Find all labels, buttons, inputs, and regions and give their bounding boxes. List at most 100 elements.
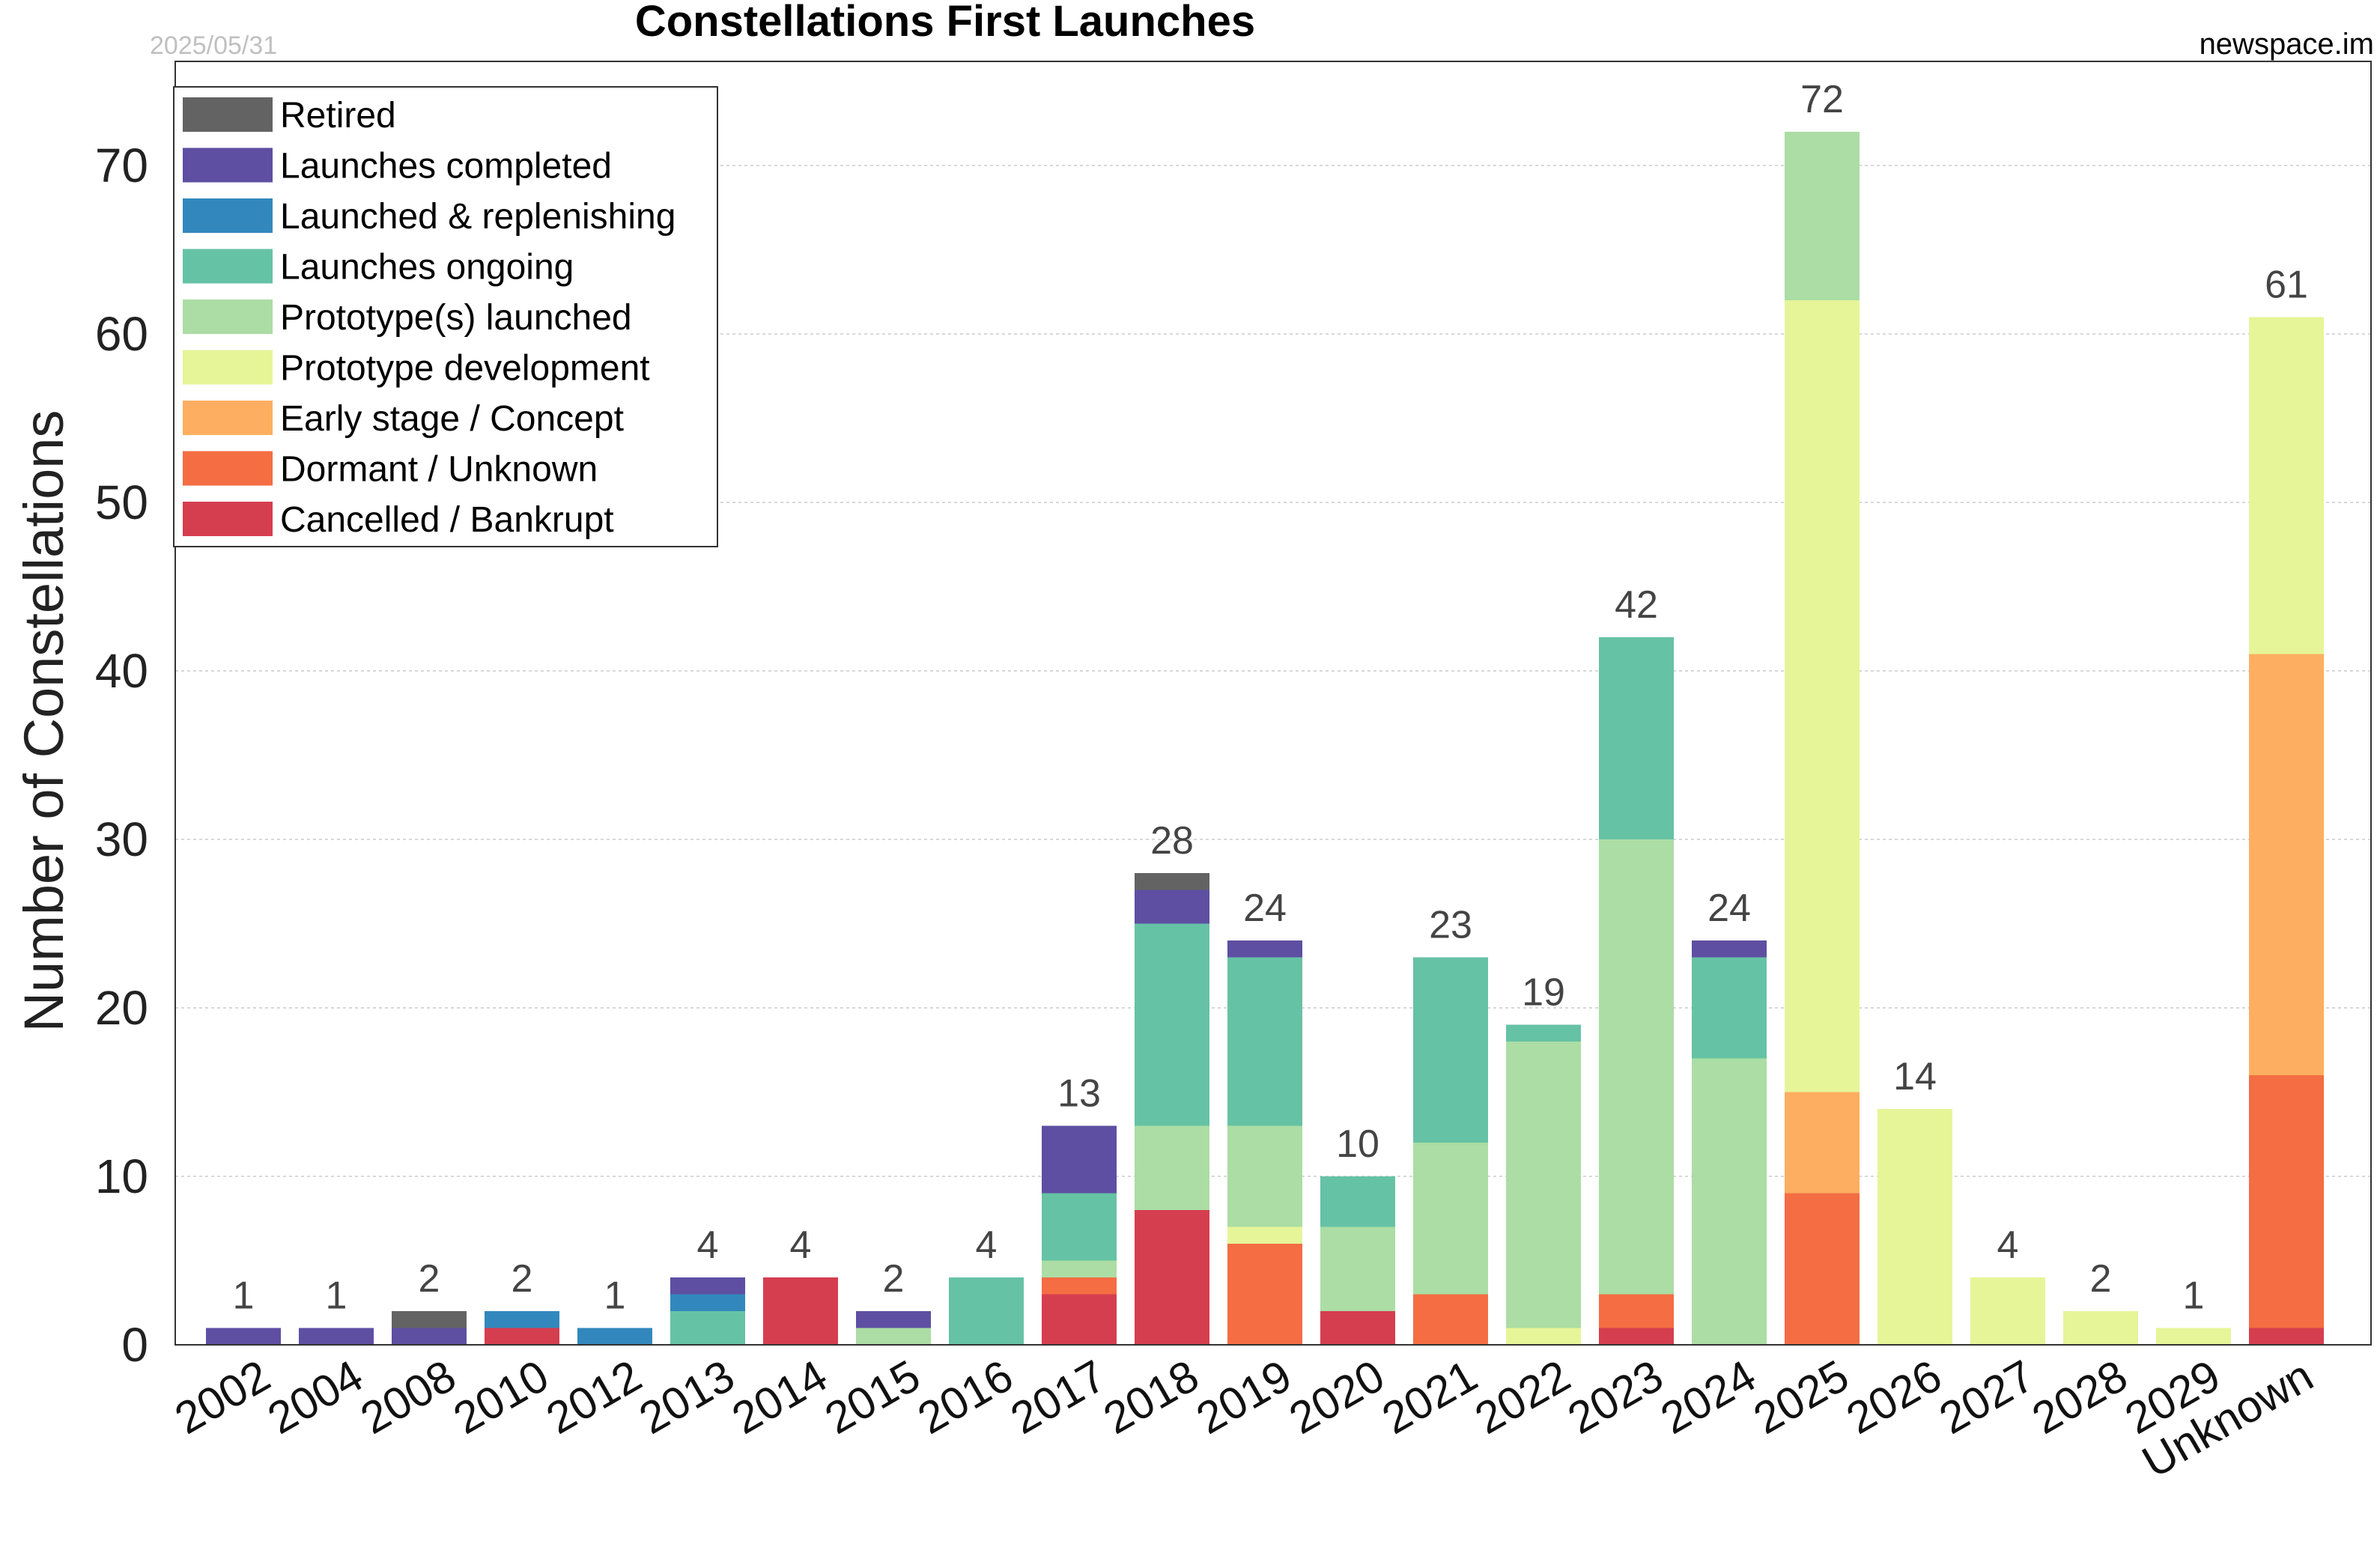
bar-total-label: 4 xyxy=(1997,1224,2019,1267)
bar-segment xyxy=(1135,923,1209,1126)
bar-segment xyxy=(2063,1311,2138,1345)
bar-segment xyxy=(2249,1328,2324,1345)
bar-segment xyxy=(763,1277,838,1345)
bar-segment xyxy=(1599,1294,1674,1328)
chart-source: newspace.im xyxy=(2200,28,2374,61)
legend-swatch xyxy=(183,451,273,486)
bar-segment xyxy=(1506,1024,1581,1042)
bar-segment xyxy=(577,1328,652,1345)
bar-segment xyxy=(1785,1092,1860,1194)
legend-swatch xyxy=(183,350,273,385)
legend-label: Dormant / Unknown xyxy=(280,450,598,490)
legend-label: Launches ongoing xyxy=(280,248,574,288)
x-tick-label: 2021 xyxy=(1373,1350,1485,1444)
y-tick-label: 60 xyxy=(95,307,148,361)
bar-total-label: 23 xyxy=(1429,904,1472,947)
x-tick-label: 2024 xyxy=(1652,1350,1764,1444)
bar-segment xyxy=(392,1311,467,1328)
bar-segment xyxy=(206,1328,281,1345)
x-tick-label: 2023 xyxy=(1559,1350,1671,1444)
bar-segment xyxy=(1042,1125,1117,1194)
bar-total-label: 1 xyxy=(2183,1274,2205,1318)
y-tick-label: 70 xyxy=(95,139,148,192)
legend-label: Cancelled / Bankrupt xyxy=(280,500,614,540)
x-tick-label: 2028 xyxy=(2024,1350,2135,1444)
bar-total-label: 2 xyxy=(883,1257,905,1301)
bar-segment xyxy=(1227,940,1302,958)
x-tick-label: 2027 xyxy=(1931,1350,2042,1444)
bar-segment xyxy=(1599,637,1674,839)
legend-swatch xyxy=(183,97,273,132)
y-tick-label: 30 xyxy=(95,812,148,866)
bar-segment xyxy=(1413,957,1488,1143)
bar-segment xyxy=(1227,957,1302,1126)
bar-segment xyxy=(2249,317,2324,654)
y-tick-label: 0 xyxy=(121,1318,148,1372)
bar-segment xyxy=(485,1328,559,1345)
bar-segment xyxy=(670,1311,745,1345)
y-tick-label: 20 xyxy=(95,981,148,1035)
x-tick-label: 2016 xyxy=(909,1350,1021,1444)
bar-total-label: 13 xyxy=(1057,1072,1101,1116)
bar-segment xyxy=(1135,1125,1209,1210)
bar-segment xyxy=(1042,1260,1117,1277)
legend-swatch xyxy=(183,300,273,334)
bar-segment xyxy=(1413,1143,1488,1295)
bar-total-label: 28 xyxy=(1150,819,1194,863)
legend-label: Retired xyxy=(280,96,396,136)
x-tick-label: 2020 xyxy=(1281,1350,1392,1444)
legend-swatch xyxy=(183,401,273,435)
bar-total-label: 72 xyxy=(1800,78,1844,121)
y-tick-label: 10 xyxy=(95,1149,148,1203)
bar-segment xyxy=(299,1328,374,1345)
bar-segment xyxy=(1692,940,1767,958)
bar-total-label: 42 xyxy=(1615,583,1658,627)
x-tick-label: 2025 xyxy=(1745,1350,1857,1444)
bar-total-label: 24 xyxy=(1707,887,1751,930)
bar-segment xyxy=(1599,839,1674,1295)
bar-segment xyxy=(1413,1294,1488,1345)
legend-swatch xyxy=(183,148,273,183)
legend-swatch xyxy=(183,502,273,536)
bar-segment xyxy=(392,1328,467,1345)
bar-segment xyxy=(949,1277,1024,1345)
bar-segment xyxy=(2156,1328,2231,1345)
x-tick-label: 2008 xyxy=(352,1350,464,1444)
legend-swatch xyxy=(183,249,273,284)
bar-total-label: 4 xyxy=(976,1224,998,1267)
bar-segment xyxy=(1506,1042,1581,1328)
legend: Retired Launches completed Launched & repl… xyxy=(173,86,718,547)
y-tick-label: 40 xyxy=(95,644,148,698)
legend-label: Early stage / Concept xyxy=(280,399,624,439)
x-tick-label: 2015 xyxy=(816,1350,928,1444)
bar-total-label: 4 xyxy=(790,1224,812,1267)
bar-segment xyxy=(1042,1294,1117,1345)
legend-label: Launches completed xyxy=(280,147,612,186)
bar-segment xyxy=(1135,1210,1209,1345)
y-axis-label: Number of Constellations xyxy=(13,410,75,1033)
bar-total-label: 1 xyxy=(233,1274,255,1318)
x-tick-label: 2018 xyxy=(1095,1350,1206,1444)
legend-label: Prototype development xyxy=(280,349,650,389)
bar-segment xyxy=(1135,873,1209,890)
bar-total-label: 2 xyxy=(511,1257,533,1301)
bar-segment xyxy=(856,1328,931,1345)
bar-total-label: 61 xyxy=(2265,264,2308,307)
bar-total-label: 19 xyxy=(1522,971,1565,1015)
bar-segment xyxy=(670,1294,745,1311)
bar-total-label: 1 xyxy=(326,1274,347,1318)
bar-segment xyxy=(1227,1244,1302,1345)
bar-segment xyxy=(1227,1227,1302,1244)
y-axis-ticks: 0 10 20 30 40 50 60 70 xyxy=(95,139,148,1372)
bar-segment xyxy=(2249,654,2324,1075)
plot-frame xyxy=(174,61,2372,1346)
x-tick-label: 2019 xyxy=(1188,1350,1299,1444)
bar-segment xyxy=(1599,1328,1674,1345)
legend-label: Prototype(s) launched xyxy=(280,298,632,338)
x-tick-label: 2010 xyxy=(445,1350,556,1444)
bar-segment xyxy=(856,1311,931,1328)
bar-segment xyxy=(1785,300,1860,1092)
bar-segment xyxy=(1692,957,1767,1059)
x-tick-label: 2014 xyxy=(723,1350,835,1444)
